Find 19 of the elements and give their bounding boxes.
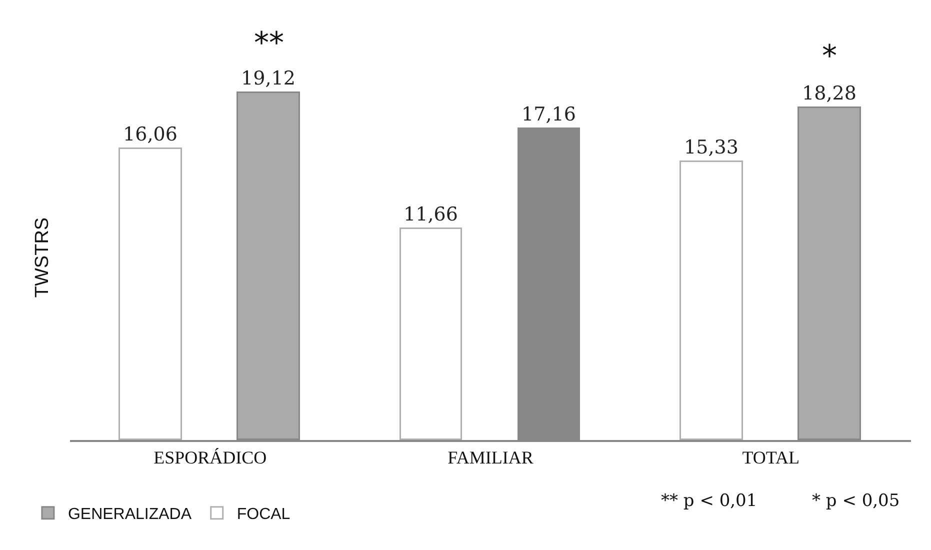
legend-label: GENERALIZADA [68,506,192,524]
x-tick-label: TOTAL [742,447,800,468]
y-axis-title: TWSTRS [32,217,53,298]
bar [118,148,182,440]
bar [680,160,743,440]
bar [400,228,462,440]
text: * p < 0,05 [812,491,900,511]
data-label: 17,16 [522,103,576,126]
text: ** p < 0,01 [661,491,758,511]
legend-label: FOCAL [236,506,290,524]
data-label: 11,66 [404,203,458,226]
data-label: 15,33 [684,136,738,158]
data-label: 16,06 [123,123,178,146]
x-tick-label: ESPORÁDICO [154,447,267,468]
text: * [822,39,837,74]
text: ** [254,26,284,61]
x-tick-label: FAMILIAR [448,447,534,468]
data-label: 19,12 [241,67,296,90]
data-label: 18,28 [802,82,856,104]
